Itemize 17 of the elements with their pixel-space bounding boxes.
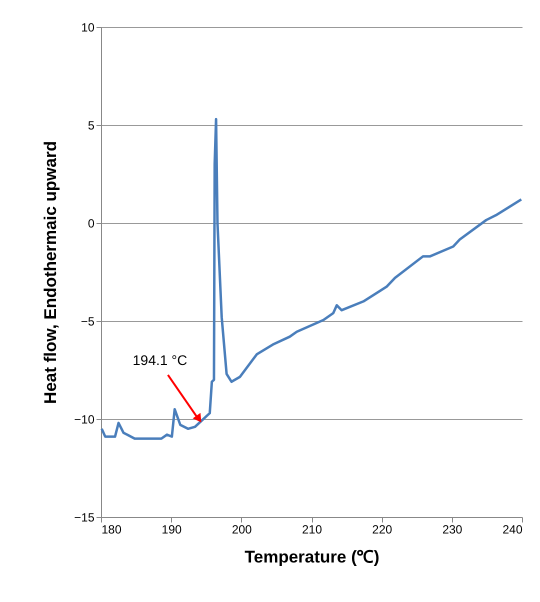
y-tick-label: −5 bbox=[80, 314, 95, 328]
line-series bbox=[100, 118, 523, 440]
y-tick-label: 0 bbox=[88, 216, 95, 230]
x-tick-label: 210 bbox=[302, 522, 322, 536]
annotation: 194.1 °C bbox=[132, 352, 188, 368]
y-tick-label: −15 bbox=[74, 510, 95, 524]
x-tick-label: 230 bbox=[442, 522, 463, 536]
y-tick-label: 5 bbox=[88, 118, 95, 132]
x-tick-label: 240 bbox=[502, 522, 523, 536]
x-tick-label: 200 bbox=[232, 522, 252, 536]
x-axis-title: Temperature (℃) bbox=[244, 548, 380, 566]
x-tick-label: 190 bbox=[162, 522, 182, 536]
x-tick-label: 220 bbox=[372, 522, 392, 536]
y-tick-label: 10 bbox=[81, 20, 95, 34]
x-tick-label: 180 bbox=[102, 522, 122, 536]
y-axis-title: Heat flow, Endothermaic upward bbox=[41, 141, 60, 404]
y-tick-label: −10 bbox=[74, 412, 95, 426]
